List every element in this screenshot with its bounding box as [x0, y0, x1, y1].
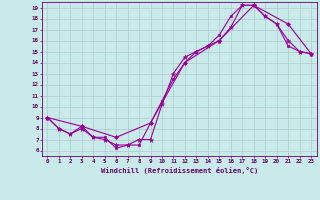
X-axis label: Windchill (Refroidissement éolien,°C): Windchill (Refroidissement éolien,°C) — [100, 167, 258, 174]
